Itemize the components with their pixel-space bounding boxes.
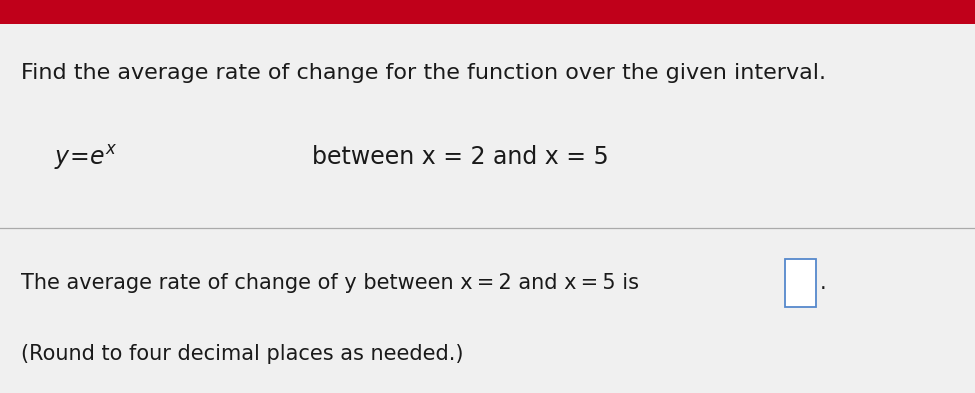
Bar [785,259,816,307]
Text: (Round to four decimal places as needed.): (Round to four decimal places as needed.… [21,344,464,364]
Text: $y\!=\!e^{x}$: $y\!=\!e^{x}$ [54,143,117,172]
Bar [0,0,975,24]
Text: The average rate of change of y between x = 2 and x = 5 is: The average rate of change of y between … [21,273,640,293]
Text: between x = 2 and x = 5: between x = 2 and x = 5 [312,145,608,169]
Text: Find the average rate of change for the function over the given interval.: Find the average rate of change for the … [21,63,827,83]
Text: .: . [820,273,827,293]
